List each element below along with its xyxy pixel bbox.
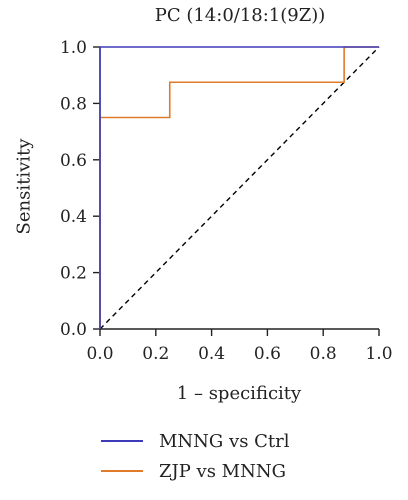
y-tick-label-0: 0.0 [60,320,87,340]
x-tick-label-3: 0.6 [254,344,281,364]
x-tick-label-2: 0.4 [198,344,225,364]
reference-diagonal-line [99,46,380,330]
legend: MNNG vs Ctrl ZJP vs MNNG [101,428,381,488]
x-tick-label-1: 0.2 [142,344,169,364]
legend-item-0: MNNG vs Ctrl [101,428,381,454]
x-tick-label-4: 0.8 [310,344,337,364]
y-tick-label-5: 1.0 [60,38,87,58]
y-tick-label-3: 0.6 [60,151,87,171]
x-tick-label-0: 0.0 [86,344,113,364]
legend-label-0: MNNG vs Ctrl [159,430,290,452]
chart-title: PC (14:0/18:1(9Z)) [154,5,326,26]
y-axis-label: Sensitivity [13,138,35,235]
y-tick-label-2: 0.4 [60,207,87,227]
legend-item-1: ZJP vs MNNG [101,458,381,484]
y-tick-label-4: 0.8 [60,94,87,114]
legend-line-0 [101,440,143,442]
legend-line-1 [101,470,143,472]
x-axis-label: 1 – specificity [176,383,302,404]
y-tick-label-1: 0.2 [60,264,87,284]
series-line-0 [99,46,379,329]
legend-label-1: ZJP vs MNNG [159,460,286,482]
x-tick-label-5: 1.0 [365,344,392,364]
